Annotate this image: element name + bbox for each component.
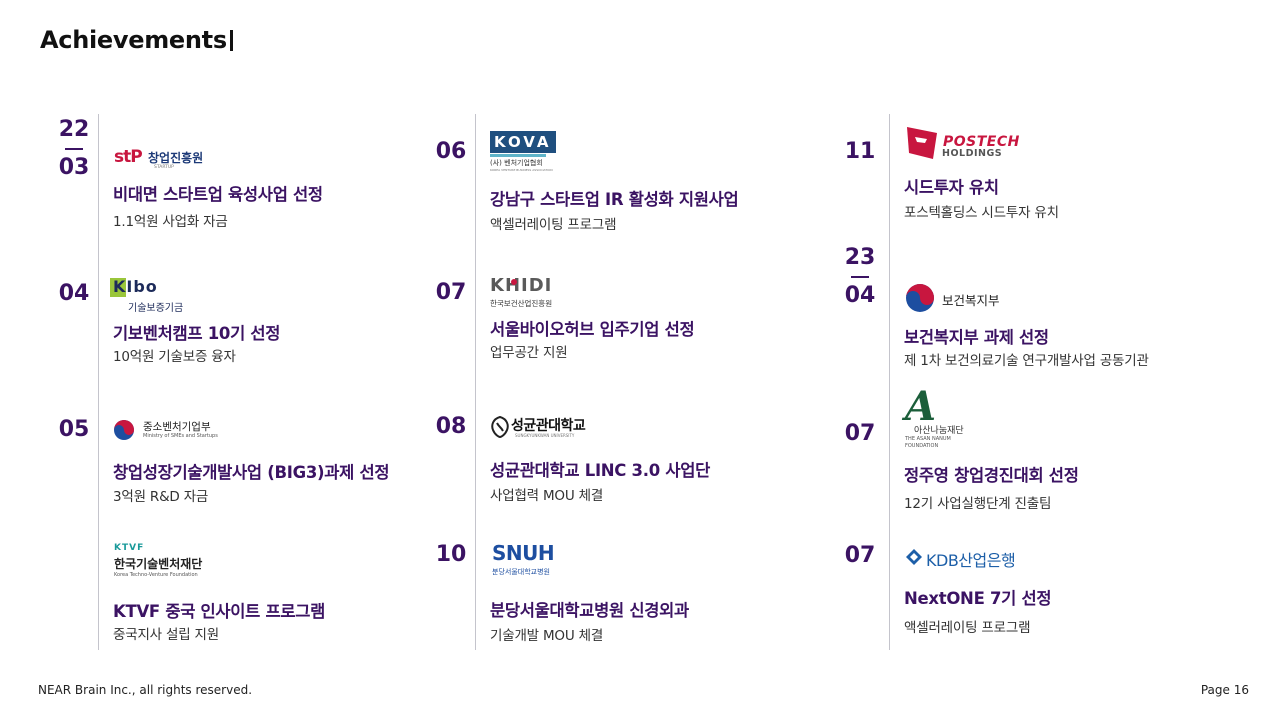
stp-mark: stP xyxy=(114,147,143,167)
postech-logo: POSTECH HOLDINGS xyxy=(905,124,1045,162)
mss-sub: Ministry of SMEs and Startups xyxy=(143,433,218,439)
skku-name: 성균관대학교 xyxy=(511,418,586,434)
mss-name: 중소벤처기업부 xyxy=(143,421,211,433)
stp-logo: stP 창업진흥원 STARTUP xyxy=(114,147,209,171)
date-label: 04 xyxy=(58,281,90,306)
kova-mark: KOVA xyxy=(490,131,556,153)
achievement-title: NextONE 7기 선정 xyxy=(904,589,1052,608)
achievement-title: 창업성장기술개발사업 (BIG3)과제 선정 xyxy=(113,463,390,482)
postech-mark: POSTECH xyxy=(943,134,1020,150)
date-label: 08 xyxy=(435,414,467,439)
achievement-title: 서울바이오허브 입주기업 선정 xyxy=(490,320,695,339)
achievement-title: 성균관대학교 LINC 3.0 사업단 xyxy=(490,461,710,480)
achievement-subtitle: 업무공간 지원 xyxy=(490,345,568,361)
achievement-subtitle: 10억원 기술보증 융자 xyxy=(113,349,236,365)
khidi-name: 한국보건산업진흥원 xyxy=(490,299,553,308)
stp-sub: STARTUP xyxy=(154,165,174,170)
date-label: 22 03 xyxy=(58,117,90,180)
achievement-subtitle: 포스텍홀딩스 시드투자 유치 xyxy=(904,205,1059,221)
date-label: 05 xyxy=(58,417,90,442)
page-number: Page 16 xyxy=(1200,683,1249,697)
ktvf-logo: KTVF 한국기술벤처재단 Korea Techno-Venture Found… xyxy=(114,543,224,581)
achievement-title: 비대면 스타트업 육성사업 선정 xyxy=(113,185,323,204)
kibo-mark-bg xyxy=(110,278,126,297)
column-divider xyxy=(475,114,476,650)
snuh-logo: SNUH 분당서울대학교병원 xyxy=(492,541,582,579)
khidi-mark: KHIDI xyxy=(490,275,553,296)
kova-logo: KOVA (사) 벤처기업협회 KOREA VENTURE BUSINESS A… xyxy=(490,131,560,173)
achievement-title: 분당서울대학교병원 신경외과 xyxy=(490,601,689,620)
taegeuk-icon xyxy=(114,420,134,440)
kova-name: (사) 벤처기업협회 xyxy=(490,159,543,167)
achievement-subtitle: 12기 사업실행단계 진출팀 xyxy=(904,496,1052,512)
postech-emblem-icon xyxy=(907,127,937,159)
achievement-subtitle: 1.1억원 사업화 자금 xyxy=(113,214,228,230)
mohw-logo: 보건복지부 xyxy=(905,283,1015,313)
date-label: 11 xyxy=(844,139,876,164)
mohw-name: 보건복지부 xyxy=(942,293,1000,308)
postech-holdings: HOLDINGS xyxy=(942,148,1003,159)
achievement-subtitle: 액셀러레이팅 프로그램 xyxy=(490,217,617,233)
skku-sub: SUNGKYUNKWAN UNIVERSITY xyxy=(515,433,575,438)
achievement-subtitle: 액셀러레이팅 프로그램 xyxy=(904,620,1031,636)
kdb-logo: KDB산업은행 xyxy=(905,547,1035,570)
achievement-title: 강남구 스타트업 IR 활성화 지원사업 xyxy=(490,190,739,209)
khidi-logo: KHIDI 한국보건산업진흥원 xyxy=(490,275,570,311)
kova-stripe xyxy=(490,154,546,157)
skku-logo: 성균관대학교 SUNGKYUNKWAN UNIVERSITY xyxy=(489,414,609,442)
achievement-subtitle: 기술개발 MOU 체결 xyxy=(490,628,604,644)
achievement-title: 보건복지부 과제 선정 xyxy=(904,328,1049,347)
kdb-emblem-icon xyxy=(906,549,922,565)
page-title: Achievements xyxy=(40,26,227,54)
taegeuk-icon xyxy=(906,284,934,312)
asan-name: 아산나눔재단 xyxy=(914,426,964,436)
kibo-name: 기술보증기금 xyxy=(128,303,184,314)
ktvf-name: 한국기술벤처재단 xyxy=(114,557,203,571)
ktvf-sub: Korea Techno-Venture Foundation xyxy=(114,572,198,578)
asan-sub: THE ASAN NANUM FOUNDATION xyxy=(905,436,951,449)
kibo-logo: KIbo 기술보증기금 xyxy=(110,277,190,314)
achievement-title: 정주영 창업경진대회 선정 xyxy=(904,466,1079,485)
title-cursor-bar xyxy=(230,30,233,51)
copyright-footer: NEAR Brain Inc., all rights reserved. xyxy=(38,683,253,697)
date-label: 10 xyxy=(435,542,467,567)
achievement-subtitle: 제 1차 보건의료기술 연구개발사업 공동기관 xyxy=(904,353,1149,369)
date-label: 07 xyxy=(844,421,876,446)
date-label: 07 xyxy=(844,543,876,568)
skku-emblem-icon xyxy=(491,415,509,439)
stp-name: 창업진흥원 xyxy=(148,151,204,165)
achievement-subtitle: 중국지사 설립 지원 xyxy=(113,627,219,643)
column-divider xyxy=(98,114,99,650)
snuh-mark: SNUH xyxy=(492,541,555,565)
ktvf-mark: KTVF xyxy=(114,543,145,553)
date-label: 23 04 xyxy=(844,245,876,308)
khidi-accent xyxy=(511,279,517,285)
kova-sub: KOREA VENTURE BUSINESS ASSOCIATION xyxy=(490,168,553,172)
asan-logo: A 아산나눔재단 THE ASAN NANUM FOUNDATION xyxy=(905,383,1005,453)
snuh-name: 분당서울대학교병원 xyxy=(492,568,550,576)
date-label: 07 xyxy=(435,280,467,305)
achievement-subtitle: 사업협력 MOU 체결 xyxy=(490,488,604,504)
achievement-subtitle: 3억원 R&D 자금 xyxy=(113,489,209,505)
kibo-mark: KIbo xyxy=(113,277,158,296)
column-divider xyxy=(889,114,890,650)
date-label: 06 xyxy=(435,139,467,164)
mss-logo: 중소벤처기업부 Ministry of SMEs and Startups xyxy=(113,418,223,444)
asan-mark: A xyxy=(905,383,937,430)
kdb-name: KDB산업은행 xyxy=(926,551,1016,570)
achievement-title: 시드투자 유치 xyxy=(904,178,999,197)
achievement-title: KTVF 중국 인사이트 프로그램 xyxy=(113,602,326,621)
achievement-title: 기보벤처캠프 10기 선정 xyxy=(113,324,281,343)
